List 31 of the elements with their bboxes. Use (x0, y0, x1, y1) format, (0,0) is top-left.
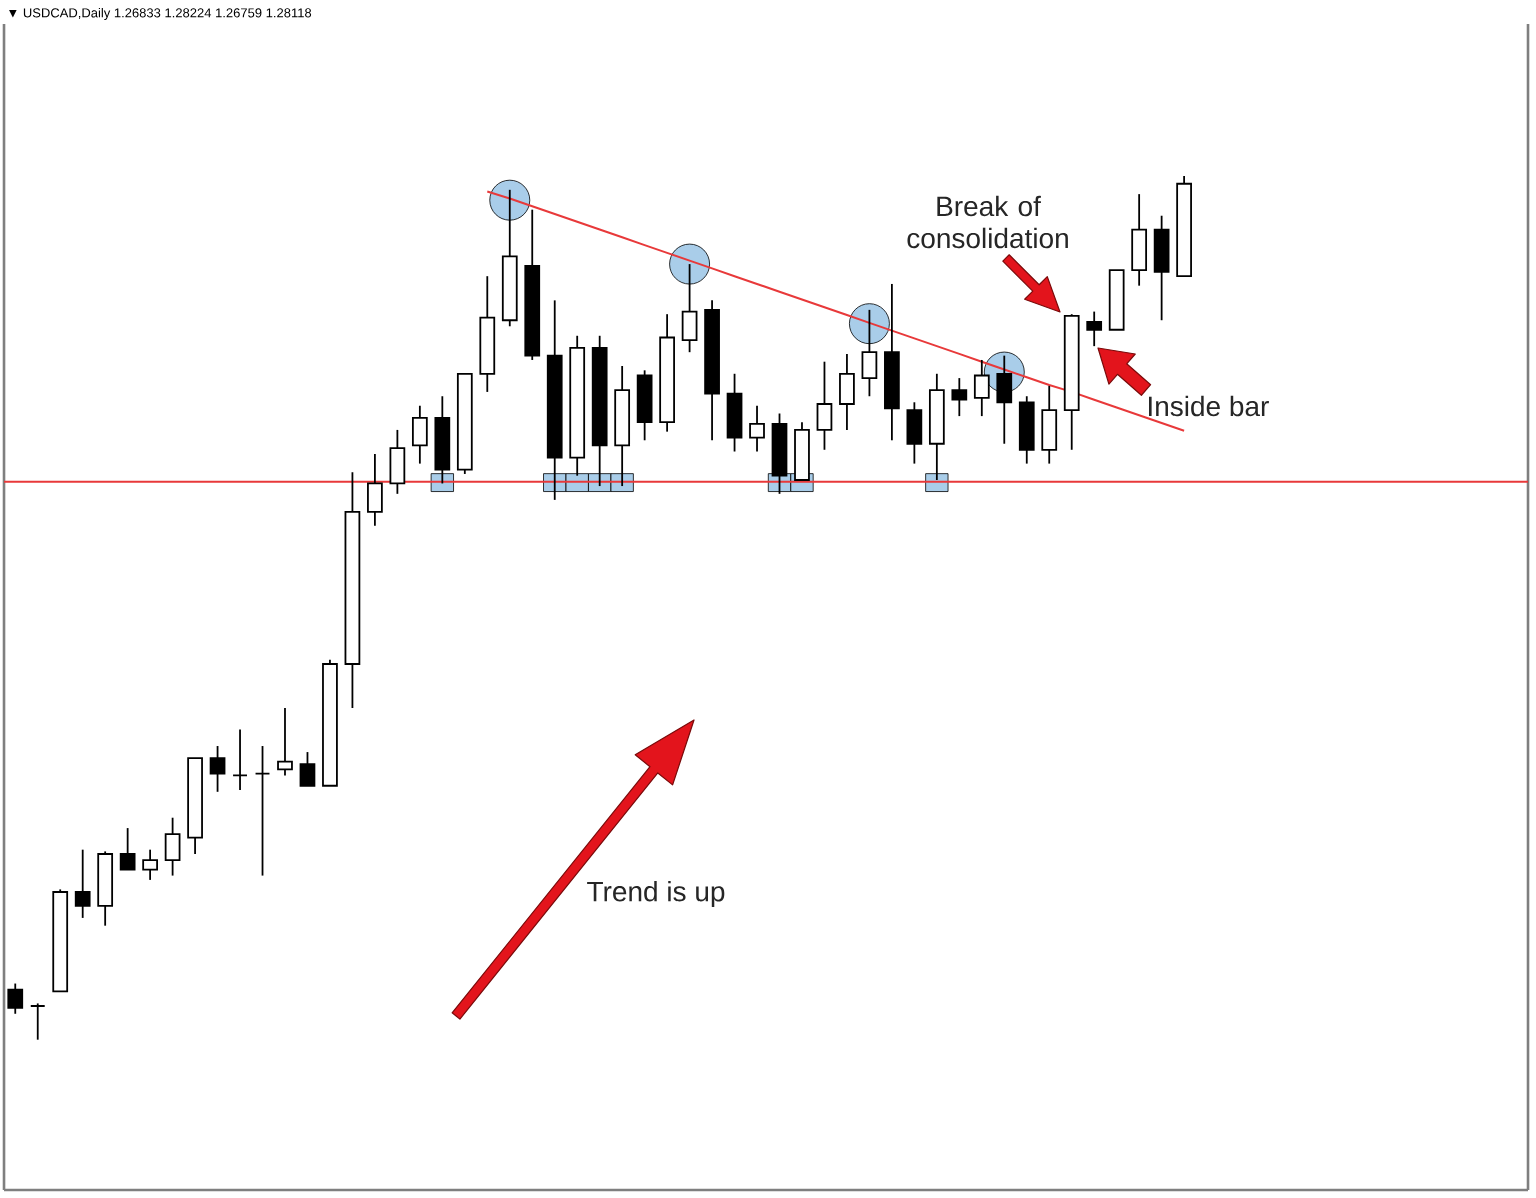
candlestick (816, 360, 833, 451)
candlestick (164, 816, 181, 877)
candlestick (1153, 214, 1170, 322)
candlestick (254, 745, 271, 877)
candlestick (7, 982, 24, 1015)
candlestick (29, 1002, 46, 1041)
annotation: Break of consolidation (907, 195, 1068, 249)
candlestick (749, 404, 765, 453)
candlestick (1131, 193, 1148, 287)
candlestick (299, 751, 316, 787)
candlestick (74, 848, 91, 919)
candlestick (1041, 384, 1058, 465)
point (849, 303, 890, 345)
candlestick (142, 848, 158, 881)
candlestick (209, 745, 226, 793)
candlestick (906, 401, 923, 465)
candlestick (1018, 395, 1035, 465)
candlestick (232, 728, 248, 791)
candlestick (119, 827, 136, 871)
candlestick (839, 353, 855, 431)
point (669, 243, 710, 285)
candlestick (367, 453, 383, 527)
candlestick (389, 429, 406, 495)
candlestick (1086, 310, 1103, 348)
candlestick (636, 369, 653, 442)
annotation: Trend is up (587, 880, 725, 908)
annotation: Inside bar (1148, 395, 1269, 417)
candlestick (726, 372, 743, 453)
candlestick (277, 707, 293, 777)
candlestick (951, 377, 968, 417)
candlestick (411, 404, 428, 465)
